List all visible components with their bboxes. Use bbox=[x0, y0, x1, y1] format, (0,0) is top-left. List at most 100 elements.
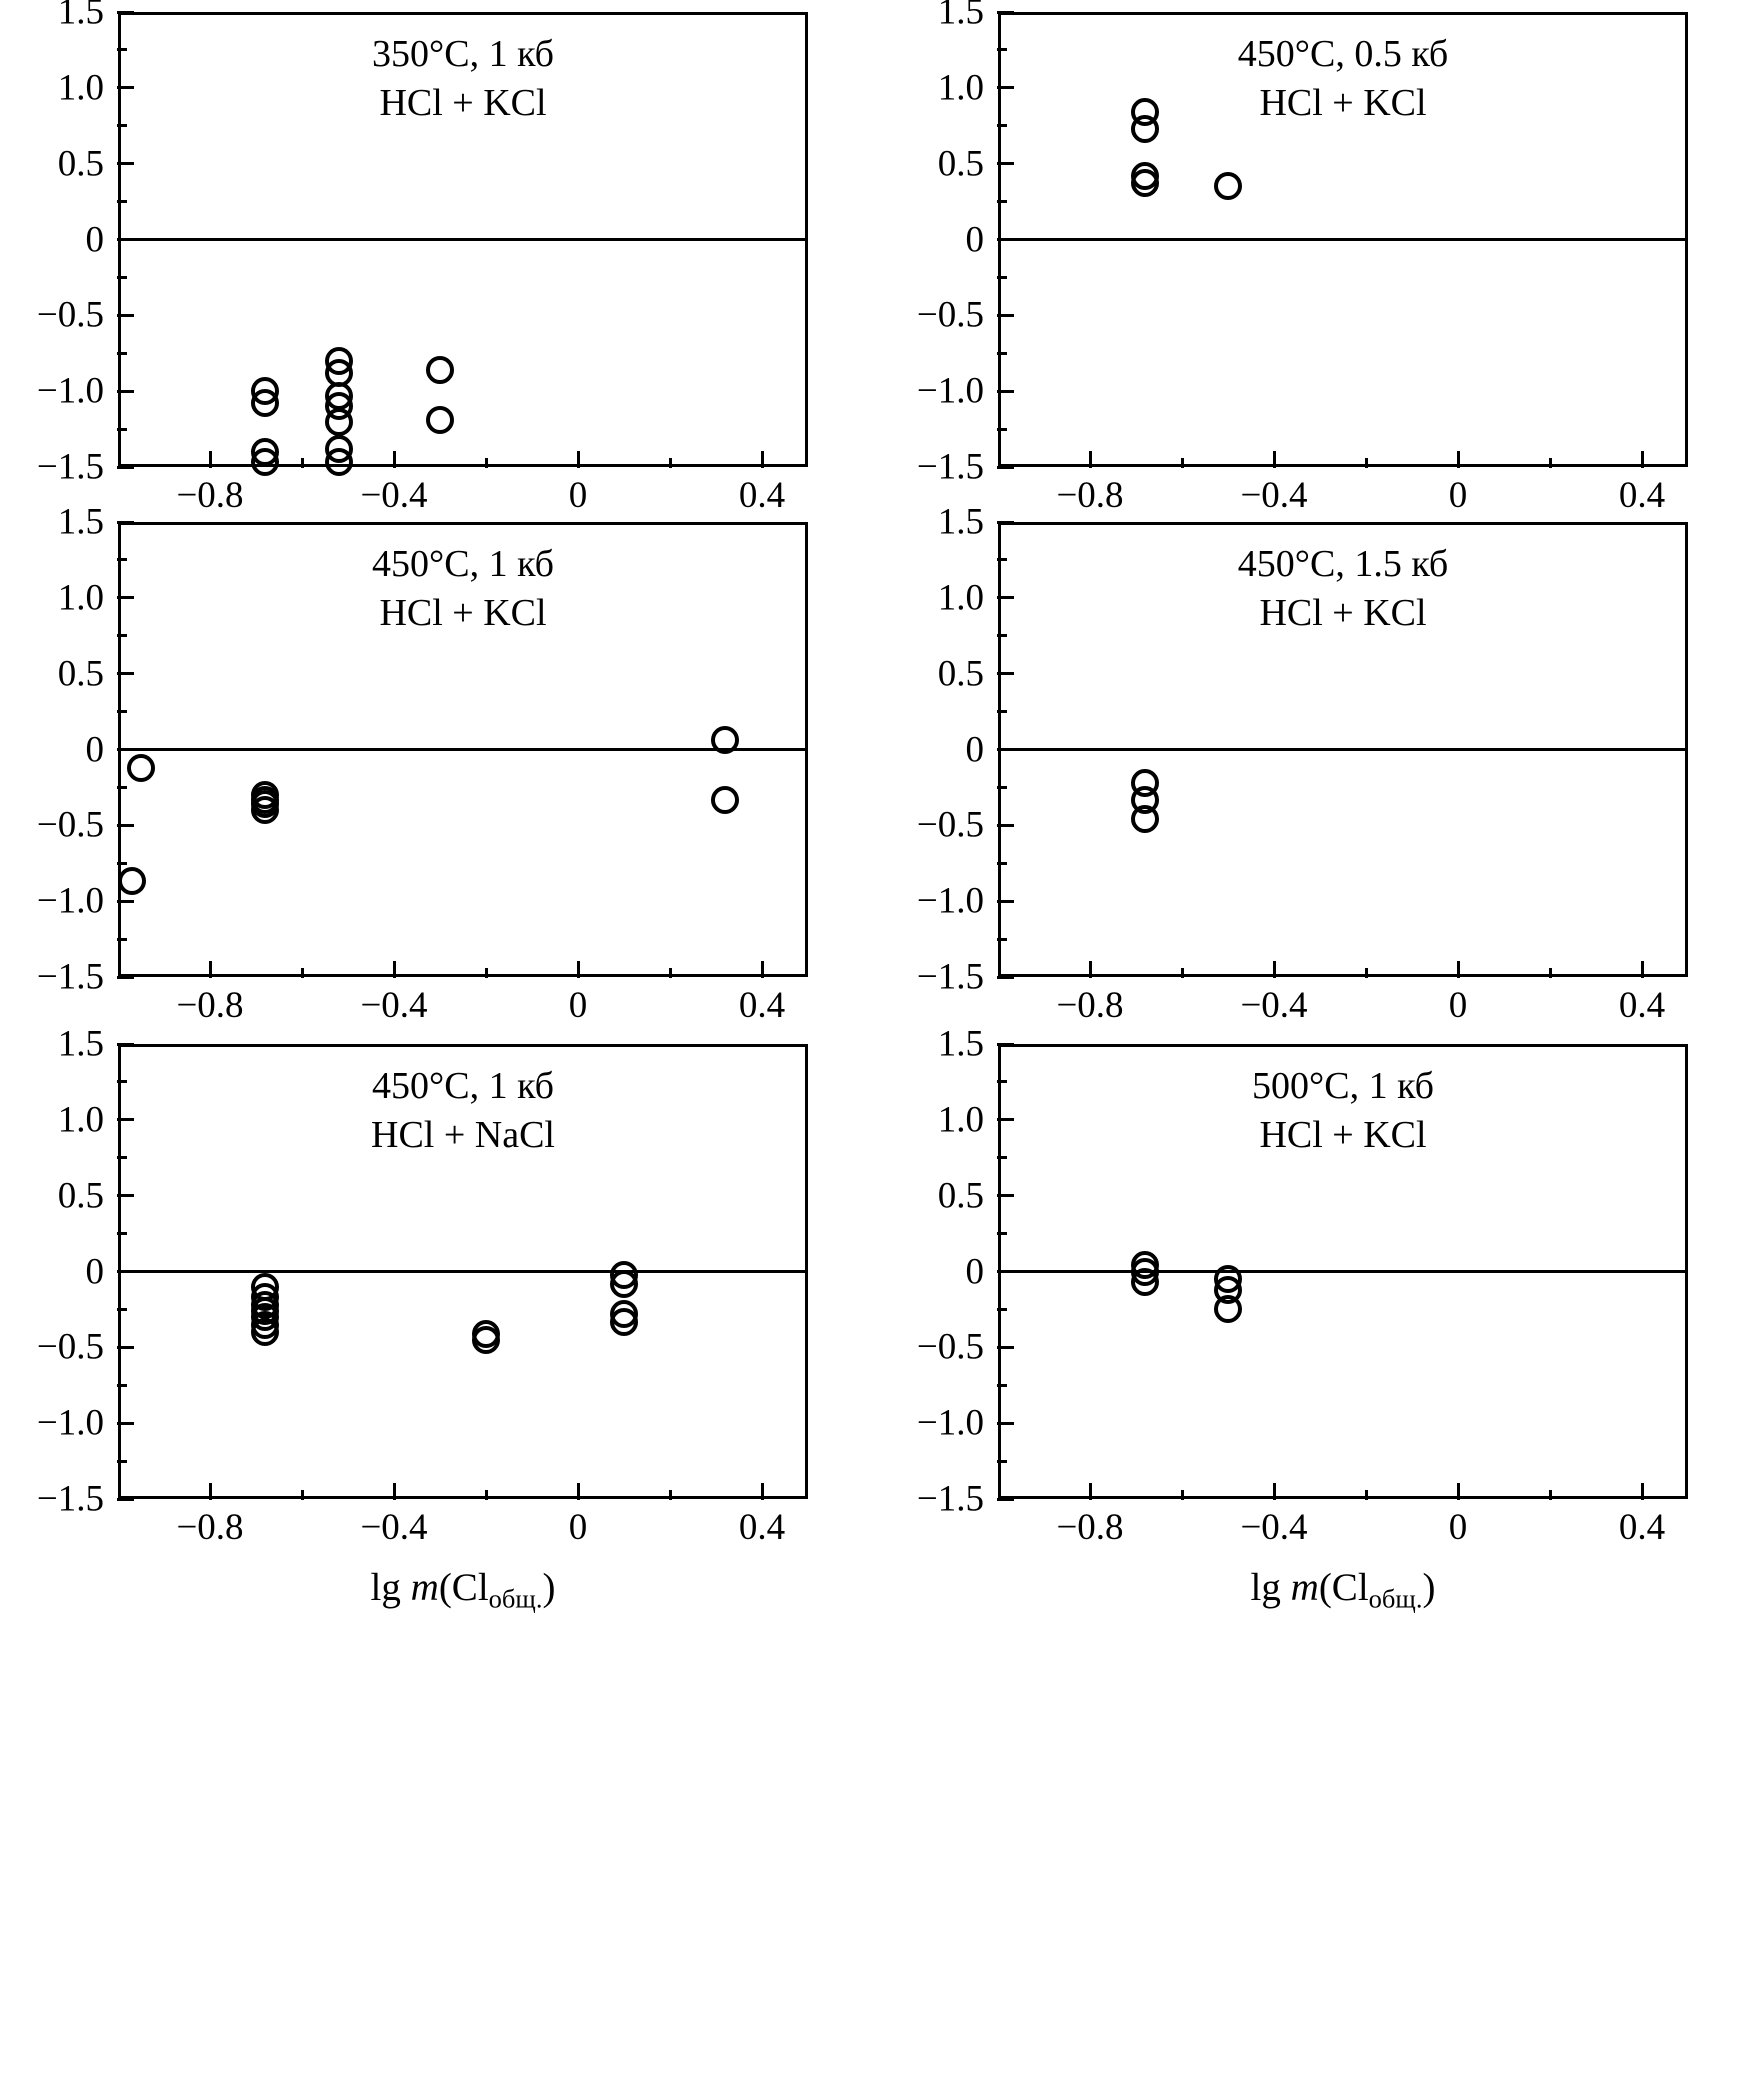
x-tick-minor bbox=[300, 1490, 304, 1500]
panel-title-line1: 450°C, 1.5 кб bbox=[1237, 543, 1449, 585]
x-tick bbox=[760, 961, 764, 978]
x-tick bbox=[1088, 1483, 1092, 1500]
y-tick-minor bbox=[997, 1080, 1007, 1084]
x-tick-label: −0.8 bbox=[176, 475, 244, 516]
y-tick-label: −1.0 bbox=[916, 370, 984, 412]
data-point-marker bbox=[1131, 169, 1160, 198]
x-tick bbox=[760, 451, 764, 468]
y-tick-label: −0.5 bbox=[36, 804, 104, 846]
y-tick-minor bbox=[117, 1459, 127, 1463]
data-point-marker bbox=[426, 405, 454, 434]
y-tick bbox=[997, 10, 1014, 14]
x-tick bbox=[1640, 451, 1644, 468]
x-tick-label: 0 bbox=[568, 985, 588, 1026]
data-point-marker bbox=[1214, 1295, 1242, 1324]
x-axis-title-subscript: общ. bbox=[1368, 1583, 1423, 1614]
plot-area-p3: 450°C, 1 кб HCl + KCl 1.5 1.0 0.5 0 −0.5 −1.0… bbox=[37, 504, 808, 1024]
plot-area-p2: 450°C, 0.5 кб HCl + KCl 1.5 1.0 0.5 0 −0.5 −1… bbox=[917, 0, 1688, 514]
panel-title-p2: 450°C, 0.5 кб HCl + KCl bbox=[998, 30, 1688, 127]
y-tick-label: 0.5 bbox=[57, 143, 104, 185]
zero-reference-line bbox=[118, 1270, 808, 1273]
y-tick-label: 1.0 bbox=[937, 1099, 984, 1141]
y-tick bbox=[117, 899, 134, 903]
x-tick-minor bbox=[1180, 1490, 1184, 1500]
x-tick bbox=[760, 1483, 764, 1500]
y-tick-minor bbox=[997, 710, 1007, 714]
y-tick bbox=[997, 86, 1014, 90]
y-tick bbox=[997, 1194, 1014, 1198]
y-tick bbox=[117, 86, 134, 90]
x-tick-minor bbox=[1364, 968, 1368, 978]
y-tick bbox=[117, 1042, 134, 1046]
y-tick-label: 1.5 bbox=[937, 0, 984, 33]
y-tick-label: 0.5 bbox=[57, 653, 104, 695]
y-tick bbox=[117, 465, 134, 469]
y-tick-label: −1.5 bbox=[916, 956, 984, 998]
plot-area-p1: 350°C, 1 кб HCl + KCl 1.5 1.0 0.5 0 −0.5 −1.0… bbox=[37, 0, 808, 514]
x-tick-label: 0.4 bbox=[738, 1507, 786, 1548]
data-point-marker bbox=[127, 753, 155, 782]
x-tick-label: 0.4 bbox=[1618, 475, 1666, 516]
y-tick bbox=[117, 1421, 134, 1425]
y-tick-minor bbox=[117, 427, 127, 431]
y-tick bbox=[997, 823, 1014, 827]
y-tick bbox=[997, 238, 1014, 241]
y-tick-label: 0.5 bbox=[937, 143, 984, 185]
y-tick bbox=[997, 672, 1014, 676]
y-tick bbox=[997, 1042, 1014, 1046]
y-tick bbox=[997, 1497, 1014, 1501]
y-tick bbox=[117, 1345, 134, 1349]
panel-title-line2: HCl + KCl bbox=[1259, 1113, 1427, 1156]
data-point-marker bbox=[610, 1269, 638, 1298]
data-point-marker bbox=[324, 407, 353, 436]
data-point-marker bbox=[251, 389, 280, 418]
x-tick bbox=[576, 961, 580, 978]
x-tick-label: 0.4 bbox=[1618, 985, 1666, 1026]
y-tick bbox=[117, 823, 134, 827]
y-tick-label: −0.5 bbox=[916, 1326, 984, 1368]
y-tick bbox=[117, 672, 134, 676]
y-tick-minor bbox=[117, 351, 127, 355]
y-tick bbox=[117, 162, 134, 166]
y-tick-label: 1.0 bbox=[57, 67, 104, 109]
panel-title-line2: HCl + KCl bbox=[379, 591, 547, 634]
panel-title-line2: HCl + NaCl bbox=[371, 1113, 555, 1156]
x-tick bbox=[392, 451, 396, 468]
panel-title-p1: 350°C, 1 кб HCl + KCl bbox=[118, 30, 808, 127]
y-tick bbox=[117, 1194, 134, 1198]
panel-p5: Δрасч. – экспер. 450°C, 1 кб HCl + NaCl … bbox=[0, 1020, 880, 1613]
x-tick-minor bbox=[484, 1490, 488, 1500]
x-axis-title-open: (Cl bbox=[1318, 1566, 1369, 1609]
y-tick-label: 1.0 bbox=[57, 1099, 104, 1141]
zero-reference-line bbox=[118, 238, 808, 241]
y-tick-minor bbox=[997, 48, 1007, 52]
x-tick-minor bbox=[300, 458, 304, 468]
y-tick-minor bbox=[997, 634, 1007, 638]
x-tick-label: −0.8 bbox=[1056, 985, 1124, 1026]
x-tick-label: −0.4 bbox=[360, 475, 428, 516]
panel-title-p5: 450°C, 1 кб HCl + NaCl bbox=[118, 1062, 808, 1159]
y-tick bbox=[997, 465, 1014, 469]
y-tick-label: 1.0 bbox=[937, 577, 984, 619]
y-tick bbox=[117, 238, 134, 241]
x-tick bbox=[208, 451, 212, 468]
x-tick-label: 0 bbox=[568, 475, 588, 516]
plot-area-p6: 500°C, 1 кб HCl + KCl 1.5 1.0 0.5 0 −0.5 −1.0… bbox=[917, 1026, 1688, 1546]
panel-title-p6: 500°C, 1 кб HCl + KCl bbox=[998, 1062, 1688, 1159]
panel-title-line2: HCl + KCl bbox=[1259, 81, 1427, 124]
y-tick-label: 1.5 bbox=[57, 1023, 104, 1065]
y-tick-label: 1.5 bbox=[937, 501, 984, 543]
x-tick bbox=[1456, 1483, 1460, 1500]
y-tick bbox=[997, 596, 1014, 600]
x-tick-minor bbox=[668, 968, 672, 978]
y-tick-minor bbox=[997, 1156, 1007, 1160]
y-tick bbox=[997, 1345, 1014, 1349]
y-tick-label: 0.5 bbox=[57, 1175, 104, 1217]
y-tick-label: −1.5 bbox=[916, 446, 984, 488]
y-tick-label: −1.5 bbox=[916, 1478, 984, 1520]
y-tick-minor bbox=[117, 937, 127, 941]
panel-title-line1: 350°C, 1 кб bbox=[372, 33, 554, 75]
y-tick-label: −0.5 bbox=[36, 294, 104, 336]
zero-reference-line bbox=[998, 1270, 1688, 1273]
